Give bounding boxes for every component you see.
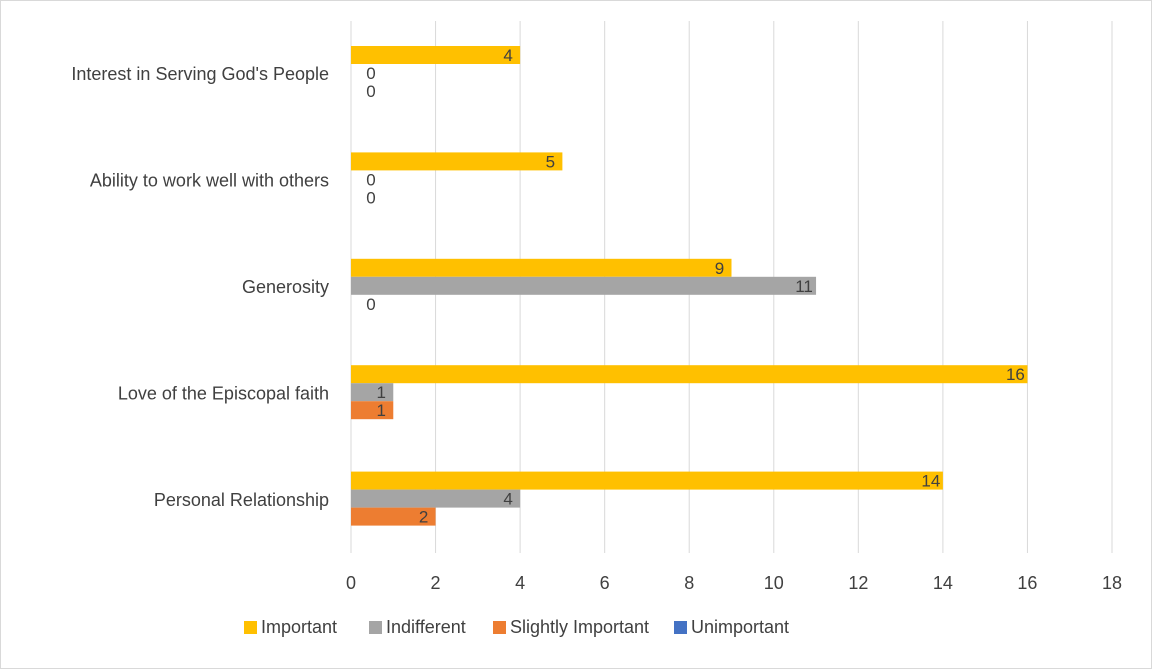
category-label-ability-to-work-well-with-others: Ability to work well with others — [90, 171, 329, 191]
x-tick-label-18: 18 — [1102, 573, 1122, 593]
category-labels: Interest in Serving God's People Ability … — [71, 64, 329, 510]
legend-label-indifferent: Indifferent — [386, 617, 466, 637]
category-label-generosity: Generosity — [242, 277, 329, 297]
x-tick-label-0: 0 — [346, 573, 356, 593]
data-label-generosity-indifferent: 11 — [795, 277, 813, 296]
x-tick-label-6: 6 — [600, 573, 610, 593]
data-label-personal-relationship-indifferent: 4 — [503, 490, 512, 509]
category-label-interest-in-serving-god-s-people: Interest in Serving God's People — [71, 64, 329, 84]
data-label-generosity-important: 9 — [715, 259, 724, 278]
x-tick-label-12: 12 — [848, 573, 868, 593]
bar-love-of-the-episcopal-faith-indifferent — [351, 383, 394, 402]
x-tick-label-8: 8 — [684, 573, 694, 593]
x-tick-label-14: 14 — [933, 573, 953, 593]
bars — [351, 46, 1028, 526]
category-label-love-of-the-episcopal-faith: Love of the Episcopal faith — [118, 383, 329, 403]
x-tick-label-2: 2 — [431, 573, 441, 593]
bar-generosity-important — [351, 258, 732, 277]
legend: Important Indifferent Slightly Important Un… — [244, 617, 789, 637]
bar-love-of-the-episcopal-faith-slightly-important — [351, 401, 394, 420]
legend-label-slightly-important: Slightly Important — [510, 617, 649, 637]
legend-swatch-important — [244, 621, 257, 634]
legend-swatch-unimportant — [674, 621, 687, 634]
x-tick-label-4: 4 — [515, 573, 525, 593]
data-label-personal-relationship-slightly-important: 2 — [419, 508, 428, 527]
data-label-ability-to-work-well-with-others-slightly-important: 0 — [366, 188, 375, 207]
bar-personal-relationship-indifferent — [351, 489, 521, 508]
data-label-ability-to-work-well-with-others-important: 5 — [546, 152, 555, 171]
legend-swatch-indifferent — [369, 621, 382, 634]
data-label-interest-in-serving-god-s-people-indifferent: 0 — [366, 64, 375, 83]
bar-ability-to-work-well-with-others-important — [351, 152, 563, 171]
data-label-interest-in-serving-god-s-people-slightly-important: 0 — [366, 82, 375, 101]
bar-generosity-indifferent — [351, 276, 817, 295]
data-label-love-of-the-episcopal-faith-important: 16 — [1006, 365, 1025, 384]
legend-swatch-slightly-important — [493, 621, 506, 634]
bar-personal-relationship-slightly-important — [351, 507, 436, 526]
data-label-ability-to-work-well-with-others-indifferent: 0 — [366, 170, 375, 189]
x-tick-label-16: 16 — [1017, 573, 1037, 593]
legend-label-unimportant: Unimportant — [691, 617, 789, 637]
data-label-generosity-slightly-important: 0 — [366, 295, 375, 314]
category-label-personal-relationship: Personal Relationship — [154, 490, 329, 510]
x-tick-label-10: 10 — [764, 573, 784, 593]
bar-interest-in-serving-god-s-people-important — [351, 46, 521, 64]
data-label-love-of-the-episcopal-faith-slightly-important: 1 — [377, 401, 386, 420]
bar-love-of-the-episcopal-faith-important — [351, 365, 1028, 384]
data-label-personal-relationship-important: 14 — [921, 472, 940, 491]
bar-personal-relationship-important — [351, 471, 943, 490]
data-label-love-of-the-episcopal-faith-indifferent: 1 — [377, 383, 386, 402]
legend-label-important: Important — [261, 617, 337, 637]
data-label-interest-in-serving-god-s-people-important: 4 — [503, 46, 512, 65]
x-axis-ticks: 0 2 4 6 8 10 12 14 16 18 — [346, 573, 1122, 593]
